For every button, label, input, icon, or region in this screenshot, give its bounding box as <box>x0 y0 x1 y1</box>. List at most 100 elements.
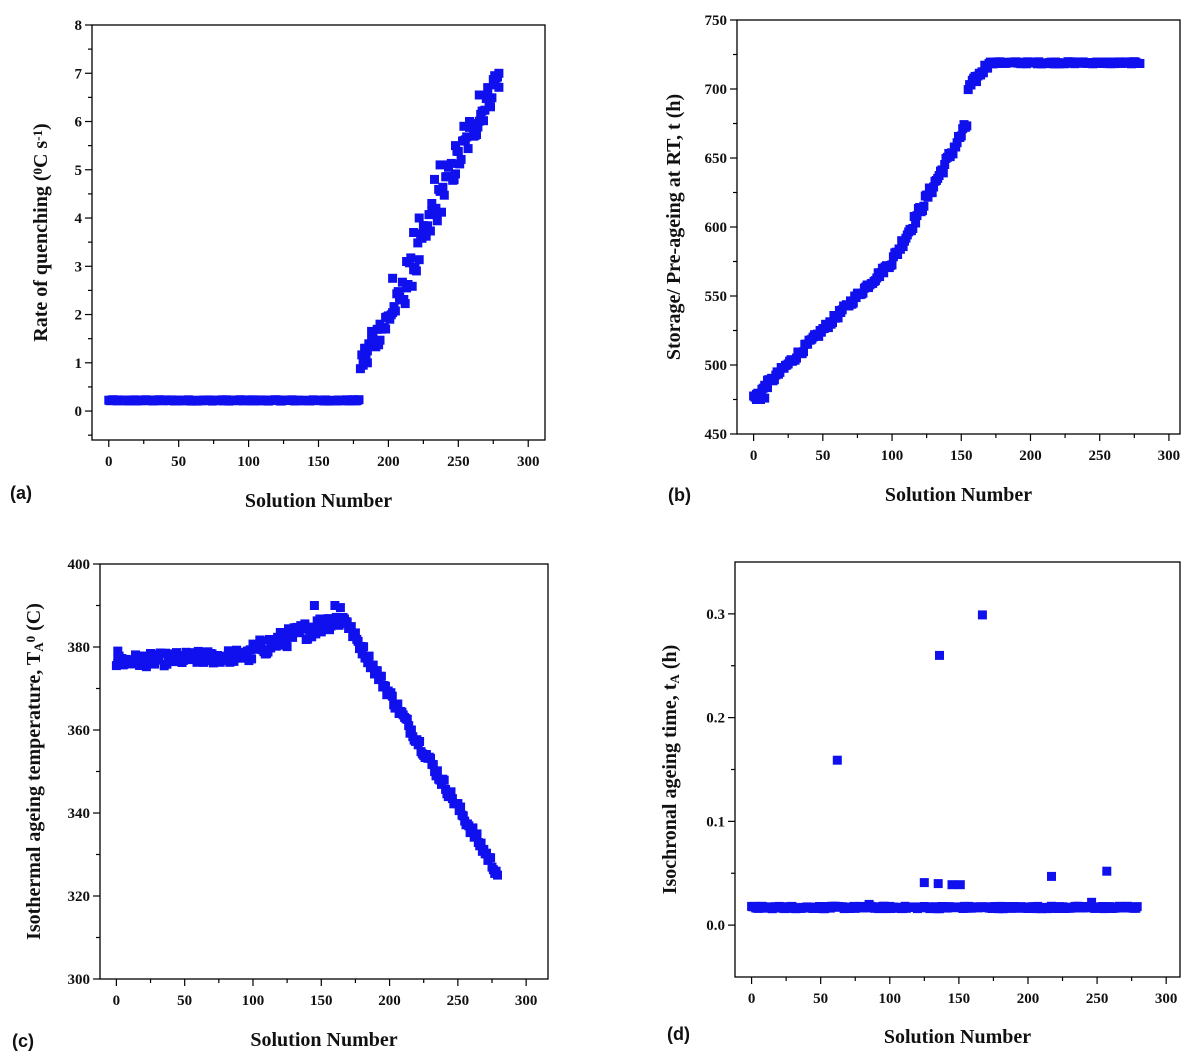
y-tick-label: 6 <box>75 115 83 131</box>
data-point <box>381 324 391 334</box>
data-point <box>335 603 345 613</box>
scatter-points <box>747 610 1142 914</box>
data-point <box>480 105 490 115</box>
data-point <box>451 141 460 151</box>
data-point <box>256 636 266 646</box>
data-point <box>247 654 257 664</box>
x-tick-label: 250 <box>1088 448 1111 464</box>
y-axis-label: Isochronal ageing time, tA (h) <box>659 645 682 895</box>
data-point <box>354 395 364 405</box>
y-tick-label: 380 <box>68 640 91 656</box>
data-point <box>375 319 385 329</box>
data-point <box>1047 871 1056 881</box>
data-point <box>465 117 474 126</box>
data-point <box>463 144 473 154</box>
data-point <box>792 353 801 363</box>
panel-c: 0 50 100 150 200 250 300 300 320 340 360 380 400 Solu… <box>12 557 549 1051</box>
y-axis-label-part: Isothermal ageing temperature, T <box>23 651 45 940</box>
data-point <box>933 879 943 889</box>
y-tick-label: 0.1 <box>706 814 725 830</box>
data-point <box>425 226 435 236</box>
scatter-points <box>111 601 502 880</box>
data-point <box>972 77 981 87</box>
y-tick-label: 8 <box>75 18 83 34</box>
data-point <box>426 753 435 763</box>
data-point <box>282 642 292 652</box>
x-tick-label: 300 <box>1158 448 1181 464</box>
data-point <box>446 787 456 797</box>
data-point <box>414 213 424 223</box>
data-point <box>353 636 363 646</box>
data-point <box>952 138 962 148</box>
data-point <box>462 132 472 142</box>
x-tick-label: 250 <box>1086 991 1109 1007</box>
data-point <box>393 287 403 297</box>
data-point <box>116 659 125 669</box>
data-point <box>494 68 504 78</box>
data-point <box>229 656 239 666</box>
y-axis-label-part: 0 <box>30 168 45 175</box>
y-tick-label: 300 <box>68 972 91 988</box>
y-tick-label: 550 <box>705 289 728 305</box>
data-point <box>898 242 908 252</box>
data-point <box>474 90 484 100</box>
data-point <box>893 250 903 259</box>
data-point <box>456 154 466 164</box>
data-point <box>486 102 495 112</box>
y-tick-label: 600 <box>705 220 728 236</box>
x-tick-label: 50 <box>171 454 186 470</box>
y-axis-label: Rate of quenching (0C s-1) <box>30 123 52 341</box>
x-tick-label: 250 <box>447 454 470 470</box>
y-tick-label: 1 <box>75 356 83 372</box>
data-point <box>978 68 988 78</box>
x-tick-label: 100 <box>881 448 904 464</box>
y-axis-label-part: A <box>667 674 682 684</box>
y-axis-label-part: C s <box>30 141 52 168</box>
y-tick-label: 700 <box>705 82 728 98</box>
x-tick-label: 150 <box>307 454 330 470</box>
y-tick-label: 7 <box>75 66 83 82</box>
data-point <box>453 147 463 156</box>
data-point <box>388 273 398 283</box>
data-point <box>832 755 842 765</box>
panel-letter: (d) <box>667 1024 690 1044</box>
data-point <box>271 641 281 651</box>
data-point <box>362 358 372 368</box>
data-point <box>162 659 172 669</box>
data-point <box>431 203 441 213</box>
data-point <box>955 880 965 890</box>
y-axis-label-part: C) <box>23 603 45 624</box>
data-point <box>451 169 460 179</box>
data-point <box>368 333 378 343</box>
x-tick-label: 300 <box>1155 991 1178 1007</box>
data-point <box>473 122 483 132</box>
y-tick-label: 0.0 <box>706 918 725 934</box>
x-tick-label: 300 <box>517 454 540 470</box>
data-point <box>432 216 442 226</box>
y-tick-label: 750 <box>705 13 728 29</box>
data-point <box>940 160 950 169</box>
data-point <box>494 82 504 92</box>
data-point <box>947 880 957 890</box>
data-point <box>1135 59 1145 68</box>
x-axis-label: Solution Number <box>885 484 1032 506</box>
data-point <box>864 899 874 909</box>
data-point <box>400 299 410 309</box>
x-axis-label: Solution Number <box>884 1026 1031 1048</box>
panel-b: 0 50 100 150 200 250 300 450 500 550 600 650 700 750 S… <box>663 13 1181 506</box>
data-point <box>456 802 466 812</box>
data-point <box>135 661 145 670</box>
x-tick-label: 300 <box>515 993 538 1009</box>
y-axis-label-part: Isochronal ageing time, t <box>659 683 681 894</box>
data-point <box>407 281 417 291</box>
data-point <box>458 811 468 821</box>
data-point <box>439 190 449 200</box>
data-point <box>395 293 405 303</box>
data-point <box>427 199 437 208</box>
y-axis-label-part: ) <box>30 123 52 130</box>
y-axis-label: Storage/ Pre-ageing at RT, t (h) <box>663 94 685 360</box>
data-point <box>908 224 918 233</box>
x-tick-label: 0 <box>113 993 121 1009</box>
data-point <box>763 375 772 385</box>
y-tick-label: 5 <box>75 163 83 179</box>
